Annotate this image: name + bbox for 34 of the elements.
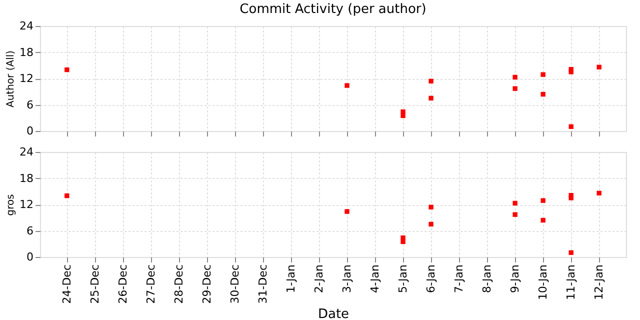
x-tick-label: 5-Jan <box>396 264 410 294</box>
y-tick-label: 24 <box>20 20 34 32</box>
x-tick-label: 9-Jan <box>508 264 522 294</box>
y-tick-label: 0 <box>26 124 34 138</box>
chart-title: Commit Activity (per author) <box>240 2 426 17</box>
x-tick-label: 29-Dec <box>200 264 214 304</box>
x-tick-label: 7-Jan <box>452 264 466 294</box>
x-tick-label: 2-Jan <box>312 264 326 294</box>
y-tick-label: 0 <box>26 250 34 264</box>
x-tick-label: 1-Jan <box>284 264 298 294</box>
x-axis-title: Date <box>318 306 350 320</box>
x-tick-label: 26-Dec <box>116 264 130 304</box>
y-axis-title: gros <box>6 194 17 216</box>
x-tick-label: 28-Dec <box>172 264 186 304</box>
x-tick-label: 25-Dec <box>88 264 102 304</box>
y-tick-label: 6 <box>26 98 34 112</box>
x-tick-label: 27-Dec <box>144 264 158 304</box>
x-tick-label: 31-Dec <box>256 264 270 304</box>
x-tick-label: 4-Jan <box>368 264 382 294</box>
x-tick-label: 8-Jan <box>480 264 494 294</box>
x-tick-label: 12-Jan <box>592 264 606 300</box>
y-tick-label: 6 <box>26 224 34 238</box>
y-tick-label: 18 <box>20 46 34 59</box>
y-axis-title: Author (All) <box>6 50 17 108</box>
y-tick-label: 12 <box>20 198 34 211</box>
x-tick-label: 24-Dec <box>60 264 74 304</box>
y-tick-label: 18 <box>20 172 34 185</box>
x-tick-label: 30-Dec <box>228 264 242 304</box>
x-tick-label: 3-Jan <box>340 264 354 294</box>
y-tick-label: 24 <box>20 146 34 158</box>
y-tick-label: 12 <box>20 72 34 85</box>
x-tick-label: 11-Jan <box>564 264 578 300</box>
x-tick-label: 10-Jan <box>536 264 550 300</box>
x-tick-label: 6-Jan <box>424 264 438 294</box>
